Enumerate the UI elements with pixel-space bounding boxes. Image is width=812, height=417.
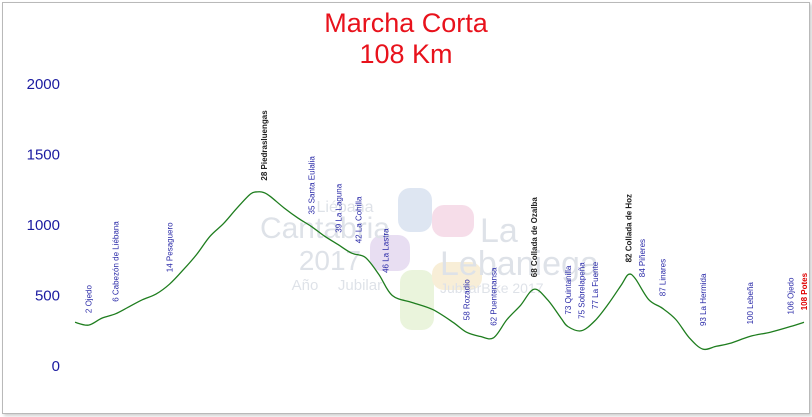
watermark-blob-green xyxy=(400,270,434,330)
y-tick-label-3: 1500 xyxy=(27,147,60,164)
waypoint-label-5: 39 La Laguna xyxy=(334,183,343,232)
waypoint-label-4: 35 Santa Eulalia xyxy=(307,156,316,215)
watermark-blob-purple xyxy=(370,235,410,271)
chart-titles: Marcha Corta 108 Km xyxy=(0,8,812,70)
chart-subtitle: 108 Km xyxy=(359,39,453,69)
waypoint-labels: 2 Ojedo 6 Cabezón de Liébana 14 Pesaguero 2… xyxy=(85,110,809,326)
watermark-text-jubilar: Jubilar xyxy=(338,277,382,294)
watermark-text-jubilarbike: JubilarBike 2017 xyxy=(440,280,544,296)
waypoint-label-2: 14 Pesaguero xyxy=(166,222,175,272)
watermark-text-la: La xyxy=(480,212,518,250)
watermark-text-lebaniega: Lebaniega xyxy=(440,245,599,283)
waypoint-label-15: 84 Piñeres xyxy=(638,239,647,277)
waypoint-label-10: 68 Collada de Ozalba xyxy=(530,197,539,278)
waypoint-label-1: 6 Cabezón de Liébana xyxy=(112,221,121,302)
watermark-text-year: 2017 xyxy=(299,245,361,276)
y-tick-label-2: 1000 xyxy=(27,217,60,234)
waypoint-label-18: 100 Lebeña xyxy=(746,282,755,325)
watermark-blob-blue xyxy=(398,188,432,232)
waypoint-label-12: 75 Sobrelapeña xyxy=(577,262,586,319)
chart-title: Marcha Corta xyxy=(324,8,488,38)
waypoint-label-20: 108 Potes xyxy=(800,272,809,310)
waypoint-label-3: 28 Piedrasluengas xyxy=(260,110,269,181)
watermark-blob-yellow xyxy=(432,262,482,290)
waypoint-label-19: 106 Ojedo xyxy=(787,277,796,314)
waypoint-label-14: 82 Collada de Hoz xyxy=(624,194,633,262)
waypoint-label-13: 77 La Fuente xyxy=(591,261,600,309)
waypoint-label-9: 62 Puentenansa xyxy=(490,267,499,326)
y-tick-label-4: 2000 xyxy=(27,76,60,93)
waypoint-label-11: 73 Quintanilla xyxy=(564,265,573,314)
waypoint-label-8: 58 Rozadío xyxy=(462,279,471,320)
y-tick-label-0: 0 xyxy=(52,358,60,375)
watermark-text-ano: Año xyxy=(292,277,319,294)
watermark-logo: Liébana Cantabria 2017 Año Jubilar La Le… xyxy=(260,188,599,330)
waypoint-label-0: 2 Ojedo xyxy=(85,285,94,314)
watermark-text-cantabria: Cantabria xyxy=(260,212,390,245)
elevation-profile-line xyxy=(74,191,805,351)
y-axis: 0 500 1000 1500 2000 xyxy=(27,76,60,375)
watermark-text-liebana: Liébana xyxy=(317,199,374,216)
waypoint-label-17: 93 La Hermida xyxy=(699,273,708,326)
y-tick-label-1: 500 xyxy=(35,288,60,305)
waypoint-label-7: 46 La Lastra xyxy=(382,228,391,273)
watermark-blob-pink xyxy=(432,205,474,237)
waypoint-label-6: 42 La Cohilla xyxy=(355,196,364,243)
waypoint-label-16: 87 Linares xyxy=(658,259,667,296)
